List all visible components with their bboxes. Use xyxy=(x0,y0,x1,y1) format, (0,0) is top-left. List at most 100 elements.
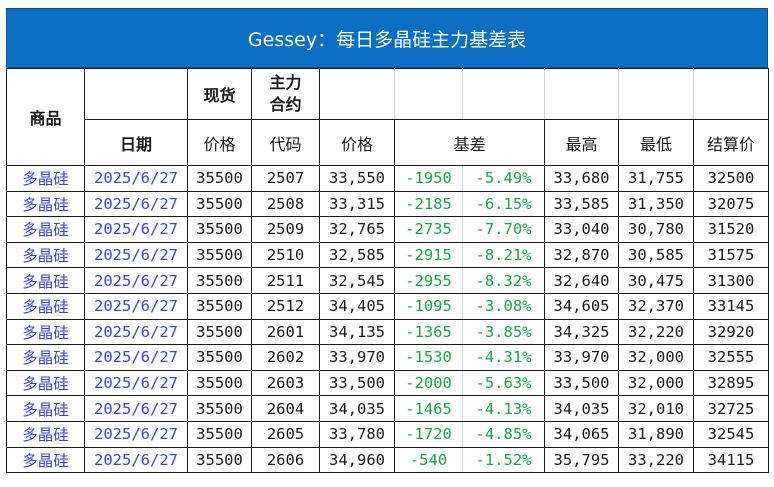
basis-pct-cell: -5.63% xyxy=(462,369,545,397)
table-row: 多晶硅 2025/6/27 35500 2603 33,500 -2000 -5.63% 33… xyxy=(6,369,769,397)
code-cell: 2603 xyxy=(251,369,320,397)
price-cell: 34,135 xyxy=(319,318,395,346)
header-spot-price: 价格 xyxy=(187,119,252,166)
product-cell: 多晶硅 xyxy=(6,292,85,320)
header-blank-4 xyxy=(544,68,619,120)
product-cell: 多晶硅 xyxy=(6,190,85,218)
table-row: 多晶硅 2025/6/27 35500 2605 33,780 -1720 -4.85% 34… xyxy=(6,420,769,448)
basis-pct-cell: -7.70% xyxy=(462,216,545,243)
code-cell: 2507 xyxy=(251,165,320,192)
basis-pct-cell: -4.31% xyxy=(462,344,545,371)
basis-pct-cell: -4.13% xyxy=(462,395,545,422)
low-cell: 30,780 xyxy=(618,216,694,243)
high-cell: 34,325 xyxy=(544,318,619,346)
product-cell: 多晶硅 xyxy=(6,241,85,269)
header-low: 最低 xyxy=(618,119,694,166)
price-cell: 33,970 xyxy=(319,344,395,371)
date-cell: 2025/6/27 xyxy=(84,292,188,320)
table-row: 多晶硅 2025/6/27 35500 2511 32,545 -2955 -8.32% 32… xyxy=(6,267,769,294)
price-cell: 33,500 xyxy=(319,369,395,397)
header-blank-3 xyxy=(462,68,545,120)
header-blank-6 xyxy=(693,68,769,120)
product-cell: 多晶硅 xyxy=(6,369,85,397)
price-cell: 33,550 xyxy=(319,165,395,192)
basis-cell: -2000 xyxy=(394,369,463,397)
basis-cell: -2955 xyxy=(394,267,463,294)
low-cell: 31,350 xyxy=(618,190,694,218)
low-cell: 31,890 xyxy=(618,420,694,448)
table-row: 多晶硅 2025/6/27 35500 2512 34,405 -1095 -3.08% 34… xyxy=(6,292,769,320)
settle-cell: 31575 xyxy=(693,241,769,269)
price-cell: 34,960 xyxy=(319,446,395,474)
date-cell: 2025/6/27 xyxy=(84,369,188,397)
settle-cell: 32555 xyxy=(693,344,769,371)
spot-cell: 35500 xyxy=(187,344,252,371)
settle-cell: 34115 xyxy=(693,446,769,474)
code-cell: 2508 xyxy=(251,190,320,218)
header-date: 日期 xyxy=(84,119,188,166)
header-settle: 结算价 xyxy=(693,119,769,166)
high-cell: 33,040 xyxy=(544,216,619,243)
low-cell: 30,475 xyxy=(618,267,694,294)
code-cell: 2601 xyxy=(251,318,320,346)
date-cell: 2025/6/27 xyxy=(84,216,188,243)
basis-cell: -2735 xyxy=(394,216,463,243)
settle-cell: 31520 xyxy=(693,216,769,243)
basis-cell: -540 xyxy=(394,446,463,474)
date-cell: 2025/6/27 xyxy=(84,190,188,218)
spot-cell: 35500 xyxy=(187,395,252,422)
low-cell: 31,755 xyxy=(618,165,694,192)
settle-cell: 32895 xyxy=(693,369,769,397)
settle-cell: 31300 xyxy=(693,267,769,294)
spot-cell: 35500 xyxy=(187,190,252,218)
table-row: 多晶硅 2025/6/27 35500 2604 34,035 -1465 -4.13% 34… xyxy=(6,395,769,422)
code-cell: 2604 xyxy=(251,395,320,422)
high-cell: 32,640 xyxy=(544,267,619,294)
spot-cell: 35500 xyxy=(187,292,252,320)
sheet-title: Gessey：每日多晶硅主力基差表 xyxy=(247,28,527,51)
basis-pct-cell: -8.21% xyxy=(462,241,545,269)
header-blank-date xyxy=(84,68,188,120)
spot-cell: 35500 xyxy=(187,165,252,192)
spot-cell: 35500 xyxy=(187,216,252,243)
product-cell: 多晶硅 xyxy=(6,420,85,448)
header-high: 最高 xyxy=(544,119,619,166)
product-cell: 多晶硅 xyxy=(6,165,85,192)
date-cell: 2025/6/27 xyxy=(84,241,188,269)
code-cell: 2511 xyxy=(251,267,320,294)
date-cell: 2025/6/27 xyxy=(84,267,188,294)
high-cell: 33,970 xyxy=(544,344,619,371)
price-cell: 32,585 xyxy=(319,241,395,269)
high-cell: 33,585 xyxy=(544,190,619,218)
product-cell: 多晶硅 xyxy=(6,216,85,243)
header-basis: 基差 xyxy=(394,119,545,166)
basis-pct-cell: -6.15% xyxy=(462,190,545,218)
price-cell: 32,545 xyxy=(319,267,395,294)
low-cell: 32,000 xyxy=(618,344,694,371)
basis-pct-cell: -4.85% xyxy=(462,420,545,448)
high-cell: 34,035 xyxy=(544,395,619,422)
spot-cell: 35500 xyxy=(187,241,252,269)
low-cell: 32,220 xyxy=(618,318,694,346)
basis-cell: -2915 xyxy=(394,241,463,269)
header-price: 价格 xyxy=(319,119,395,166)
low-cell: 30,585 xyxy=(618,241,694,269)
basis-cell: -2185 xyxy=(394,190,463,218)
settle-cell: 32920 xyxy=(693,318,769,346)
date-cell: 2025/6/27 xyxy=(84,420,188,448)
basis-sheet: Gessey：每日多晶硅主力基差表 商品 现货 主力 合约 日期 价 xyxy=(6,8,769,474)
product-cell: 多晶硅 xyxy=(6,446,85,474)
table-row: 多晶硅 2025/6/27 35500 2601 34,135 -1365 -3.85% 34… xyxy=(6,318,769,346)
price-cell: 32,765 xyxy=(319,216,395,243)
header-code: 代码 xyxy=(251,119,320,166)
product-cell: 多晶硅 xyxy=(6,395,85,422)
basis-cell: -1465 xyxy=(394,395,463,422)
header-blank-5 xyxy=(618,68,694,120)
code-cell: 2606 xyxy=(251,446,320,474)
price-cell: 33,780 xyxy=(319,420,395,448)
high-cell: 35,795 xyxy=(544,446,619,474)
low-cell: 32,010 xyxy=(618,395,694,422)
settle-cell: 32500 xyxy=(693,165,769,192)
code-cell: 2602 xyxy=(251,344,320,371)
low-cell: 32,000 xyxy=(618,369,694,397)
